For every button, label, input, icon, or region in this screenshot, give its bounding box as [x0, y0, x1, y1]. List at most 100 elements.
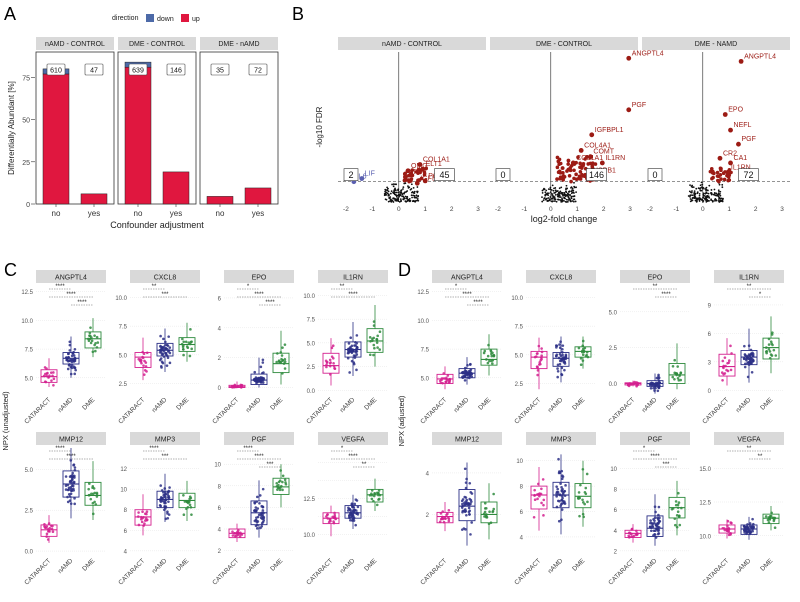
y-tick-label: 2 — [218, 356, 222, 362]
data-point — [558, 346, 562, 350]
y-tick-label: 0.0 — [307, 389, 316, 395]
data-point — [326, 513, 329, 516]
bar-up — [80, 193, 108, 205]
ns-point — [543, 188, 546, 191]
x-tick-label: DME — [665, 396, 681, 412]
data-point — [485, 513, 488, 516]
x-tick-label: CATARACT — [513, 396, 542, 425]
data-point — [676, 503, 680, 507]
data-point — [66, 495, 69, 499]
data-point — [771, 331, 774, 334]
sig-label: **** — [66, 454, 76, 460]
data-point — [373, 346, 376, 350]
data-point — [727, 529, 730, 532]
sig-up-point — [567, 174, 572, 178]
ns-point — [689, 198, 692, 200]
ns-point — [553, 200, 556, 202]
data-point — [468, 374, 472, 378]
sig-up-point — [578, 161, 582, 166]
data-point — [447, 517, 451, 521]
data-point — [465, 498, 469, 502]
data-point — [73, 476, 76, 479]
data-point — [677, 515, 681, 519]
data-point — [141, 350, 144, 354]
data-point — [91, 512, 95, 516]
data-point — [767, 343, 771, 346]
sig-up-point — [710, 176, 714, 181]
ns-point — [558, 191, 561, 194]
data-point — [441, 510, 445, 513]
data-point — [185, 345, 189, 348]
x-tick-label: CATARACT — [211, 396, 240, 425]
ns-point — [546, 199, 549, 202]
facet-strip — [714, 270, 784, 283]
ns-point — [397, 189, 399, 192]
ns-point — [416, 190, 418, 193]
x-tick-label: DME — [477, 396, 493, 412]
data-point — [722, 372, 725, 376]
data-point — [442, 377, 446, 380]
data-point — [584, 492, 588, 496]
data-point — [89, 497, 93, 501]
data-point — [585, 350, 589, 354]
ns-point — [390, 190, 393, 193]
data-point — [348, 371, 351, 374]
data-point — [42, 374, 46, 378]
ns-point — [693, 197, 696, 200]
data-point — [751, 352, 755, 356]
ns-point — [405, 197, 408, 200]
data-point — [73, 497, 76, 500]
data-point — [492, 507, 496, 511]
x-tick-label: -1 — [369, 206, 375, 213]
x-tick-label: 0 — [397, 206, 401, 213]
data-point — [447, 508, 451, 512]
ns-point — [720, 197, 723, 200]
data-point — [43, 366, 47, 369]
data-point — [765, 351, 768, 355]
ns-point — [412, 186, 415, 189]
data-point — [579, 483, 582, 487]
data-point — [564, 353, 568, 357]
data-point — [462, 374, 465, 378]
data-point — [653, 519, 656, 522]
facet-strip — [526, 270, 596, 283]
data-point — [168, 361, 172, 365]
down-count: 0 — [652, 170, 657, 180]
data-point — [468, 497, 471, 501]
data-point — [136, 515, 140, 518]
data-point — [164, 340, 167, 344]
ns-point — [719, 194, 722, 197]
data-point — [671, 364, 675, 368]
data-point — [48, 530, 51, 533]
data-point — [355, 512, 358, 515]
data-point — [652, 529, 656, 533]
data-point — [355, 499, 359, 502]
ns-point — [416, 199, 419, 202]
x-tick-label: DME — [81, 557, 97, 573]
data-point — [368, 353, 372, 357]
data-point — [253, 379, 257, 383]
y-tick-label: 4 — [218, 528, 222, 534]
ns-point — [409, 199, 412, 202]
data-point — [470, 521, 473, 524]
x-tick-label: 0 — [701, 206, 705, 213]
data-point — [236, 530, 239, 533]
data-point — [182, 493, 185, 497]
data-point — [768, 356, 772, 360]
data-point — [185, 507, 188, 511]
point-label: LIF — [365, 171, 375, 178]
x-tick-label: CATARACT — [701, 557, 730, 586]
data-point — [73, 466, 77, 469]
facet-strip — [490, 37, 638, 50]
count-label: 146 — [170, 68, 182, 75]
data-point — [145, 351, 149, 355]
panel-label-b: B — [292, 4, 304, 24]
data-point — [190, 513, 193, 516]
sig-label: **** — [265, 300, 275, 306]
data-point — [772, 519, 776, 523]
ns-point — [413, 196, 416, 199]
data-point — [260, 524, 264, 528]
data-point — [371, 337, 374, 341]
data-point — [674, 500, 678, 503]
data-point — [143, 359, 146, 363]
